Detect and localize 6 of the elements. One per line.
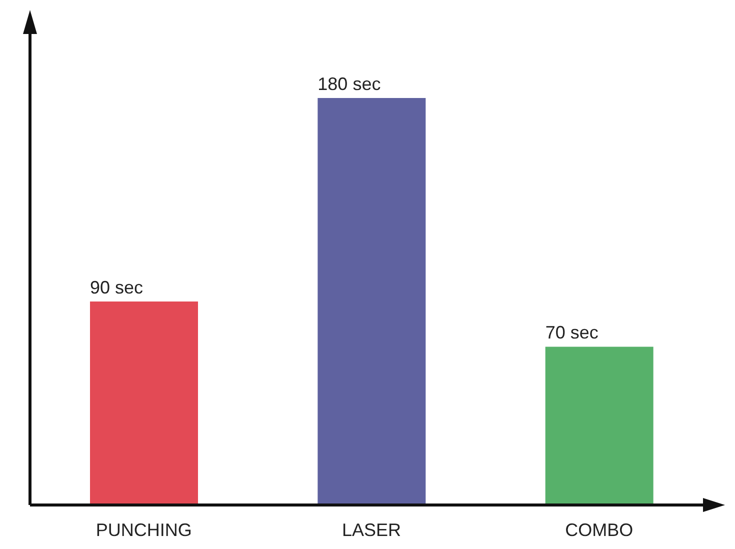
x-tick-label: COMBO — [565, 520, 634, 540]
data-label: 180 sec — [318, 74, 381, 94]
x-tick-label: LASER — [342, 520, 402, 540]
data-label: 70 sec — [545, 322, 598, 343]
x-tick-label: PUNCHING — [96, 520, 192, 540]
data-label: 90 sec — [90, 278, 144, 298]
